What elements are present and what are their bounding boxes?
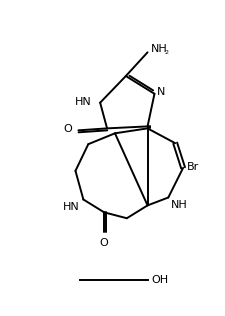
Text: Br: Br bbox=[187, 162, 199, 172]
Text: O: O bbox=[64, 125, 72, 134]
Text: HN: HN bbox=[63, 202, 79, 212]
Text: NH: NH bbox=[171, 200, 188, 210]
Text: N: N bbox=[156, 87, 165, 97]
Text: $_2$: $_2$ bbox=[164, 48, 170, 57]
Text: HN: HN bbox=[74, 97, 91, 107]
Text: OH: OH bbox=[151, 276, 169, 285]
Text: NH: NH bbox=[151, 44, 167, 54]
Text: O: O bbox=[100, 238, 108, 248]
